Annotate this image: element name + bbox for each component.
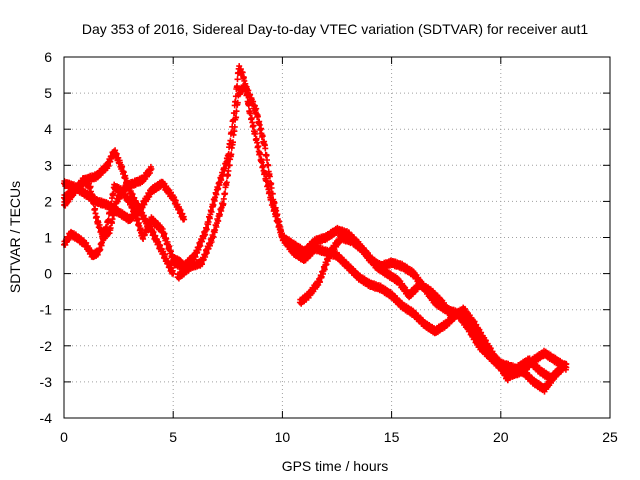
x-tick-label: 25 (602, 429, 618, 445)
y-tick-label: -3 (40, 374, 53, 390)
data-points (61, 63, 570, 395)
y-tick-label: 3 (44, 157, 52, 173)
y-tick-label: 5 (44, 85, 52, 101)
x-axis-label: GPS time / hours (282, 458, 389, 474)
axis-ticks: 0 5 10 15 20 25 -4 -3 -2 -1 0 1 2 3 4 5 6 (40, 49, 618, 445)
y-tick-label: 0 (44, 266, 52, 282)
x-tick-label: 0 (60, 429, 68, 445)
x-tick-label: 20 (493, 429, 509, 445)
chart-title: Day 353 of 2016, Sidereal Day-to-day VTE… (82, 21, 589, 37)
y-tick-label: -1 (40, 302, 53, 318)
y-tick-label: 2 (44, 193, 52, 209)
y-tick-label: -2 (40, 338, 53, 354)
series-track-7 (296, 232, 565, 384)
x-tick-label: 15 (384, 429, 400, 445)
y-tick-label: -4 (40, 410, 53, 426)
y-tick-label: 1 (44, 230, 52, 246)
y-tick-label: 6 (44, 49, 52, 65)
y-axis-label: SDTVAR / TECUs (7, 181, 23, 293)
x-tick-label: 10 (275, 429, 291, 445)
series-markers (174, 80, 570, 395)
x-tick-label: 5 (169, 429, 177, 445)
plot-frame (63, 56, 611, 419)
series-track-6 (174, 80, 570, 395)
series-markers (296, 232, 565, 384)
y-tick-label: 4 (44, 121, 52, 137)
